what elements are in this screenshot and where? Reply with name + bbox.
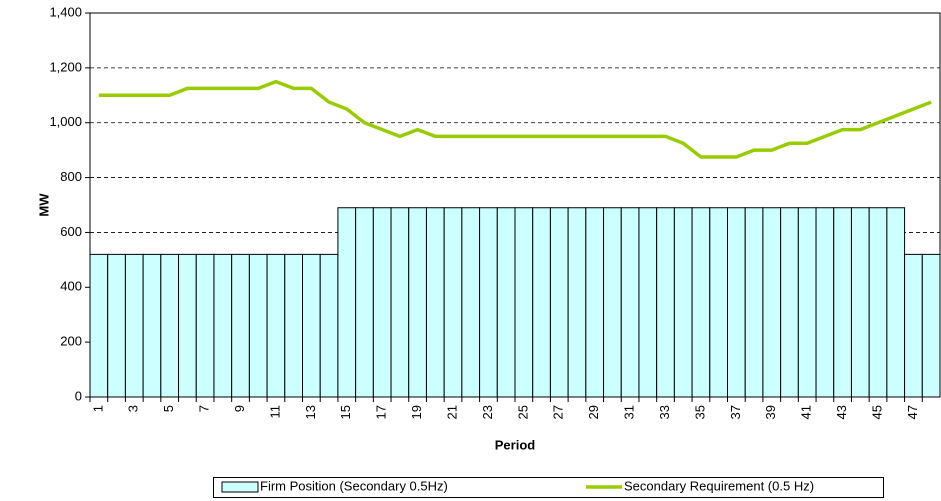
bar [638,207,658,398]
x-tick-label: 41 [799,405,814,419]
bar [585,207,605,398]
y-tick-label: 1,200 [49,59,82,74]
bar [567,207,587,398]
bar [833,207,852,398]
legend-swatch [221,481,259,493]
bar [178,253,197,398]
bar [302,253,321,398]
bar [496,207,516,398]
x-tick-label: 7 [197,405,212,412]
bar [479,207,498,398]
bar [850,207,870,398]
bar [603,207,622,398]
x-tick-label: 37 [728,405,743,419]
bar [904,253,923,398]
bar [107,253,126,398]
bar [319,253,339,398]
bar [248,253,268,398]
bar [532,207,551,398]
bar [620,207,640,398]
x-tick-label: 21 [444,405,459,419]
x-tick-label: 43 [834,405,849,419]
y-tick-label: 0 [75,388,82,403]
bar [337,207,357,398]
x-tick-label: 11 [267,405,282,419]
y-tick-label: 1,400 [49,4,82,19]
x-tick-label: 1 [90,405,105,412]
bar [780,207,799,398]
x-tick-label: 27 [551,405,566,419]
x-tick-label: 17 [374,405,389,419]
x-tick-label: 31 [622,405,637,419]
x-tick-label: 45 [869,405,884,419]
line [98,79,932,159]
bar [195,253,215,398]
x-tick-label: 33 [657,405,672,419]
x-tick-label: 3 [126,405,141,412]
bar [744,207,764,398]
bar [815,207,835,398]
bar [797,207,817,398]
x-tick-label: 25 [515,405,530,419]
bar [124,253,144,398]
bar [709,207,729,398]
x-tick-label: 47 [905,405,920,419]
bar [266,253,286,398]
bar [691,207,711,398]
bar [160,253,180,398]
legend-label: Secondary Requirement (0.5 Hz) [624,478,814,493]
bar [549,207,569,398]
bar [868,207,888,398]
bar [673,207,693,398]
bar [390,207,410,398]
bar [656,207,675,398]
bar [408,207,427,398]
bar [355,207,374,398]
bar [514,207,534,398]
bar [231,253,250,398]
bar [461,207,481,398]
y-tick-label: 800 [60,169,82,184]
x-tick-label: 9 [232,405,247,412]
x-tick-label: 15 [338,405,353,419]
y-tick-label: 600 [60,224,82,239]
legend-label: Firm Position (Secondary 0.5Hz) [260,478,448,493]
bar [443,207,463,398]
bar [727,207,746,398]
y-tick-label: 1,000 [49,114,82,129]
x-tick-label: 19 [409,405,424,419]
bar [762,207,782,398]
x-tick-label: 29 [586,405,601,419]
bar [89,253,109,398]
x-tick-label: 13 [303,405,318,419]
x-tick-label: 23 [480,405,495,419]
bar [142,253,162,398]
legend-box [213,477,884,498]
bar [372,207,392,398]
bar [213,253,233,398]
x-tick-label: 5 [161,405,176,412]
bar [921,253,941,398]
x-axis-label: Period [495,437,536,452]
y-tick-label: 400 [60,279,82,294]
y-tick-label: 200 [60,334,82,349]
x-tick-label: 39 [763,405,778,419]
bar [284,253,303,398]
bar [425,207,445,398]
x-tick-label: 35 [692,405,707,419]
y-axis-label: MW [36,193,51,217]
bar [886,207,906,398]
